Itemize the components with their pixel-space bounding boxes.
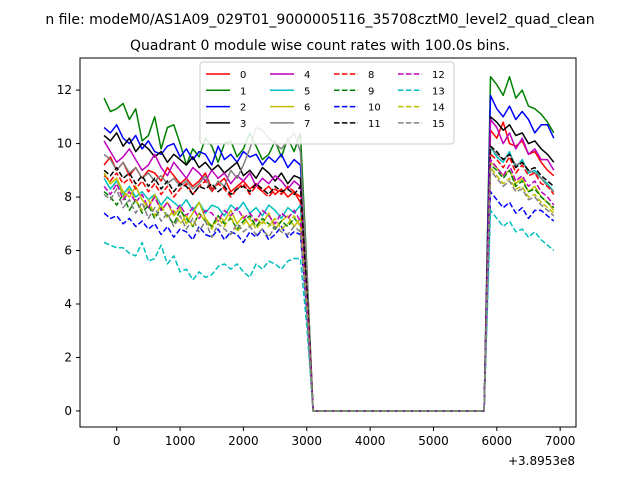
y-tick-label: 4: [64, 297, 72, 311]
x-tick-label: 1000: [165, 434, 196, 448]
series-line-12: [103, 158, 555, 412]
y-tick-label: 0: [64, 404, 72, 418]
series-line-0: [103, 121, 555, 412]
legend-label-7: 7: [304, 119, 310, 130]
legend-label-14: 14: [432, 103, 445, 114]
legend-label-2: 2: [240, 103, 246, 114]
x-tick-label: 4000: [355, 434, 386, 448]
series-line-14: [103, 166, 555, 412]
x-tick-label: 0: [113, 434, 121, 448]
legend-label-10: 10: [368, 103, 381, 114]
legend-label-3: 3: [240, 119, 246, 130]
x-offset-label: +3.8953e8: [508, 454, 575, 468]
legend-label-0: 0: [240, 70, 246, 81]
series-line-15: [103, 169, 555, 412]
y-tick-label: 6: [64, 244, 72, 258]
plot-frame: [79, 57, 577, 428]
chart-title: Quadrant 0 module wise count rates with …: [130, 38, 510, 54]
legend-label-6: 6: [304, 103, 310, 114]
series-line-13: [103, 209, 555, 412]
x-tick-label: 5000: [418, 434, 449, 448]
legend-label-15: 15: [432, 119, 445, 130]
y-axis: 0 2 4 6 8 10 12: [57, 83, 80, 418]
legend-box: [199, 61, 455, 145]
legend-label-5: 5: [304, 86, 310, 97]
x-tick-label: 7000: [545, 434, 576, 448]
series-line-3: [103, 116, 555, 412]
y-tick-label: 2: [64, 350, 72, 364]
legend-label-11: 11: [368, 119, 381, 130]
series-line-9: [103, 164, 555, 412]
legend-label-8: 8: [368, 70, 374, 81]
x-tick-label: 3000: [292, 434, 323, 448]
legend-label-1: 1: [240, 86, 246, 97]
x-tick-label: 2000: [228, 434, 259, 448]
series-line-7: [103, 126, 555, 412]
x-tick-label: 6000: [482, 434, 513, 448]
series-layer: [103, 75, 555, 412]
legend-label-12: 12: [432, 70, 445, 81]
series-line-2: [103, 94, 555, 412]
series-line-4: [103, 118, 555, 412]
y-tick-label: 8: [64, 190, 72, 204]
series-line-11: [103, 145, 555, 412]
legend-label-9: 9: [368, 86, 374, 97]
figure-suptitle: n file: modeM0/AS1A09_029T01_9000005116_…: [45, 12, 594, 28]
series-line-8: [103, 153, 555, 412]
series-line-10: [103, 190, 555, 412]
y-tick-label: 12: [57, 83, 72, 97]
y-tick-label: 10: [57, 137, 72, 151]
legend-label-4: 4: [304, 70, 310, 81]
legend-label-13: 13: [432, 86, 445, 97]
x-axis: 0 1000 2000 3000 4000 5000 6000 7000: [113, 427, 576, 448]
